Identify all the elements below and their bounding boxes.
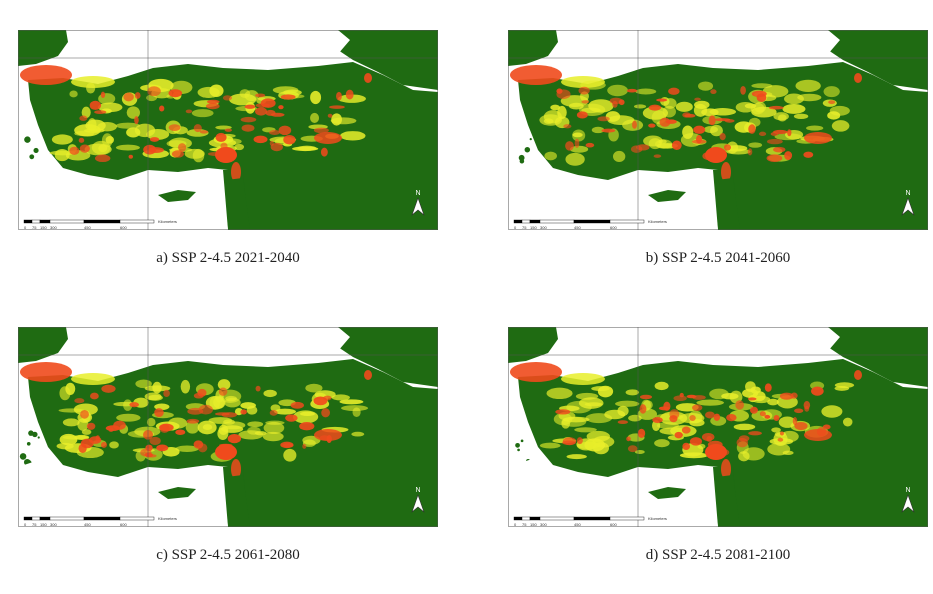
suitability-layer xyxy=(20,362,372,479)
scale-tick-label: 600 xyxy=(120,522,127,527)
scale-bar: 0 75 150 300 450 600 Kilometers xyxy=(23,219,177,230)
scale-unit: Kilometers xyxy=(158,516,177,521)
north-arrow-icon: N xyxy=(901,190,915,216)
scale-unit: Kilometers xyxy=(648,219,667,224)
scale-tick-label: 450 xyxy=(84,225,91,230)
suitability-layer xyxy=(510,362,862,479)
caption-b: b) SSP 2-4.5 2041-2060 xyxy=(645,250,791,266)
scale-tick-label: 300 xyxy=(540,225,547,230)
scale-tick-label: 0 xyxy=(514,225,517,230)
scale-tick-label: 150 xyxy=(40,522,47,527)
scale-tick-label: 75 xyxy=(522,225,527,230)
caption-c: c) SSP 2-4.5 2061-2080 xyxy=(156,547,300,563)
scale-tick-label: 0 xyxy=(24,225,27,230)
suitability-map-d: N 0 75 150 300 450 600 Kilometers xyxy=(508,327,928,527)
scale-tick-label: 75 xyxy=(32,225,37,230)
scale-tick-label: 0 xyxy=(24,522,27,527)
caption-d: d) SSP 2-4.5 2081-2100 xyxy=(645,547,791,563)
suitability-layer xyxy=(20,65,372,182)
suitability-map-c: N 0 75 150 300 450 600 Kilometers xyxy=(18,327,438,527)
suitability-layer xyxy=(510,65,862,182)
north-arrow-icon: N xyxy=(411,487,425,513)
scale-tick-label: 600 xyxy=(120,225,127,230)
scale-tick-label: 450 xyxy=(574,522,581,527)
scale-bar: 0 75 150 300 450 600 Kilometers xyxy=(513,219,667,230)
scale-tick-label: 75 xyxy=(522,522,527,527)
scale-tick-label: 600 xyxy=(610,225,617,230)
scale-tick-label: 300 xyxy=(50,225,57,230)
scale-bar: 0 75 150 300 450 600 Kilometers xyxy=(23,516,177,527)
scale-tick-label: 300 xyxy=(50,522,57,527)
north-label: N xyxy=(415,190,420,197)
scale-tick-label: 150 xyxy=(40,225,47,230)
graticule xyxy=(18,30,438,230)
scale-unit: Kilometers xyxy=(648,516,667,521)
north-arrow-icon: N xyxy=(901,487,915,513)
north-label: N xyxy=(905,487,910,494)
graticule xyxy=(18,327,438,527)
scale-tick-label: 75 xyxy=(32,522,37,527)
north-label: N xyxy=(415,487,420,494)
scale-unit: Kilometers xyxy=(158,219,177,224)
scale-bar: 0 75 150 300 450 600 Kilometers xyxy=(513,516,667,527)
caption-a: a) SSP 2-4.5 2021-2040 xyxy=(156,250,300,266)
scale-tick-label: 150 xyxy=(530,522,537,527)
scale-tick-label: 300 xyxy=(540,522,547,527)
scale-tick-label: 150 xyxy=(530,225,537,230)
north-label: N xyxy=(905,190,910,197)
scale-tick-label: 600 xyxy=(610,522,617,527)
graticule xyxy=(508,30,928,230)
scale-tick-label: 450 xyxy=(84,522,91,527)
scale-tick-label: 0 xyxy=(514,522,517,527)
suitability-map-a: N 0 75 150 300 450 600 Kilometers xyxy=(18,30,438,230)
graticule xyxy=(508,327,928,527)
scale-tick-label: 450 xyxy=(574,225,581,230)
north-arrow-icon: N xyxy=(411,190,425,216)
suitability-map-b: N 0 75 150 300 450 600 Kilometers xyxy=(508,30,928,230)
